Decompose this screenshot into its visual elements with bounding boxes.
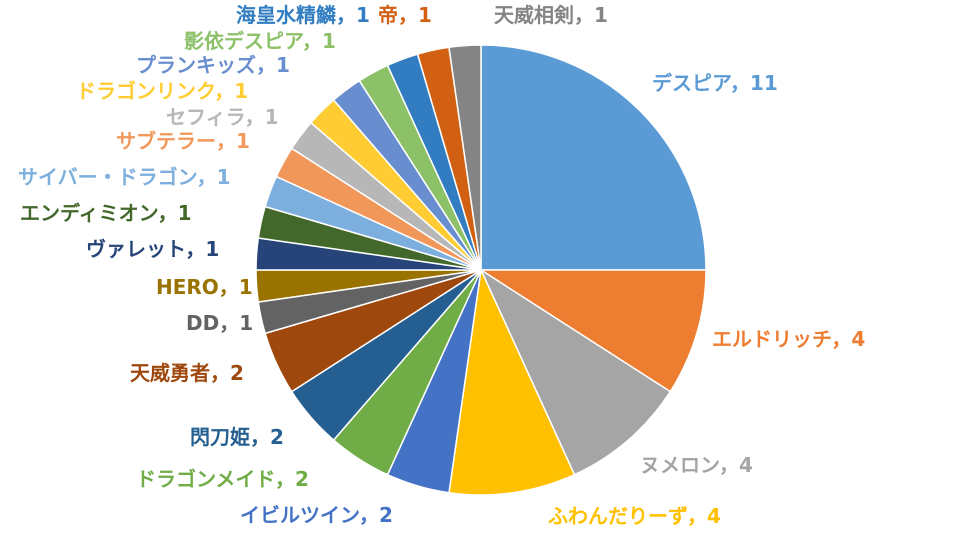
data-label-18: 影依デスピア，1 [184, 29, 336, 53]
data-label-19: 海皇水精鱗，1 [236, 3, 370, 27]
data-label-13: サイバー・ドラゴン，1 [18, 165, 231, 189]
data-label-20: 帝，1 [378, 3, 432, 27]
pie-slice-1 [480, 44, 707, 271]
data-label-15: セフィラ，1 [166, 105, 279, 129]
labels-group: デスピア，11 エルドリッチ，4 ヌメロン，4 ふわんだりーず，4 イビルツイン，2 ドラ… [18, 3, 865, 528]
data-label-1: デスピア，11 [652, 71, 778, 95]
data-label-7: 閃刀姫，2 [190, 425, 284, 449]
data-label-14: サブテラー，1 [116, 129, 250, 153]
data-label-16: ドラゴンリンク，1 [76, 79, 248, 103]
data-label-3: ヌメロン，4 [640, 453, 753, 477]
data-label-8: 天威勇者，2 [130, 361, 244, 385]
data-label-12: エンディミオン，1 [20, 201, 192, 225]
data-label-5: イビルツイン，2 [240, 503, 393, 527]
data-label-9: DD，1 [186, 311, 253, 335]
data-label-10: HERO，1 [156, 275, 253, 299]
data-label-17: プランキッズ，1 [136, 53, 290, 77]
pie-slice-3 [479, 267, 672, 476]
data-label-21: 天威相剣，1 [494, 3, 608, 27]
pie-slice-2 [478, 269, 707, 393]
data-label-6: ドラゴンメイド，2 [136, 467, 309, 491]
data-label-2: エルドリッチ，4 [712, 327, 865, 351]
pie-slice-21 [448, 44, 482, 271]
data-label-11: ヴァレット，1 [86, 237, 219, 261]
data-label-4: ふわんだりーず，4 [548, 504, 721, 528]
pie-slice-4 [448, 267, 576, 496]
slices-group [255, 44, 707, 496]
